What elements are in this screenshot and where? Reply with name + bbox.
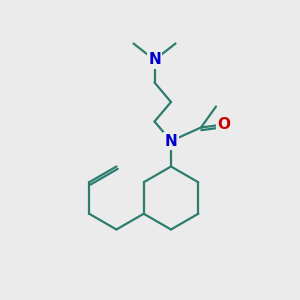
Text: O: O <box>217 117 230 132</box>
Text: N: N <box>165 134 177 148</box>
Text: N: N <box>148 52 161 68</box>
